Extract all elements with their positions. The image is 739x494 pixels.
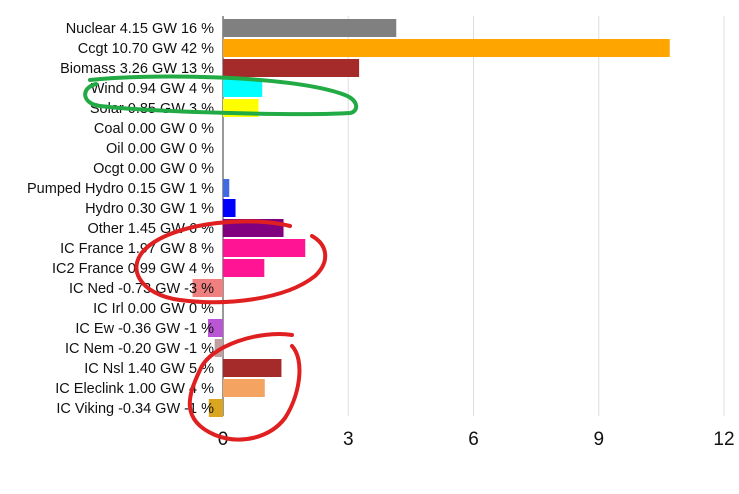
category-label: Ccgt 10.70 GW 42 %: [78, 41, 214, 57]
category-labels: Nuclear 4.15 GW 16 % Ccgt 10.70 GW 42 % Bi…: [27, 21, 214, 417]
bar: [223, 379, 265, 397]
category-label: Oil 0.00 GW 0 %: [106, 141, 214, 157]
category-label: IC Nem -0.20 GW -1 %: [65, 341, 214, 357]
hand-drawn-annotations: [83, 74, 359, 442]
category-label: IC Nsl 1.40 GW 5 %: [84, 361, 214, 377]
bar: [223, 239, 306, 257]
bar: [208, 399, 223, 417]
category-label: Coal 0.00 GW 0 %: [94, 121, 214, 137]
category-label: Ocgt 0.00 GW 0 %: [93, 161, 214, 177]
category-label: IC Irl 0.00 GW 0 %: [93, 301, 214, 317]
bar: [223, 19, 397, 37]
green-annotation-loop: [83, 74, 359, 117]
bar: [223, 59, 360, 77]
category-label: IC Viking -0.34 GW -1 %: [56, 401, 214, 417]
category-label: IC Eleclink 1.00 GW 4 %: [55, 381, 214, 397]
x-tick-label: 9: [593, 429, 604, 450]
bar: [223, 259, 265, 277]
bar: [223, 39, 670, 57]
bar: [223, 179, 230, 197]
bars: [192, 19, 670, 417]
category-label: IC Ned -0.73 GW -3 %: [69, 281, 214, 297]
bar: [223, 199, 236, 217]
category-label: Other 1.45 GW 6 %: [87, 221, 214, 237]
bar: [207, 319, 223, 337]
x-axis-ticks: 0 3 6 9 12: [218, 429, 735, 450]
category-label: Wind 0.94 GW 4 %: [91, 81, 214, 97]
bar: [192, 279, 223, 297]
category-label: IC France 1.97 GW 8 %: [60, 241, 214, 257]
category-label: Pumped Hydro 0.15 GW 1 %: [27, 181, 214, 197]
category-label: Biomass 3.26 GW 13 %: [60, 61, 214, 77]
bar: [223, 359, 282, 377]
category-label: Nuclear 4.15 GW 16 %: [66, 21, 214, 37]
category-label: IC2 France 0.99 GW 4 %: [52, 261, 214, 277]
x-tick-label: 12: [713, 429, 734, 450]
x-tick-label: 6: [468, 429, 479, 450]
x-tick-label: 3: [343, 429, 354, 450]
red-annotation-loop-upper: [134, 219, 328, 305]
red-annotation-loop-lower: [187, 332, 302, 442]
category-label: Hydro 0.30 GW 1 %: [85, 201, 214, 217]
bar: [223, 79, 263, 97]
category-label: IC Ew -0.36 GW -1 %: [75, 321, 214, 337]
